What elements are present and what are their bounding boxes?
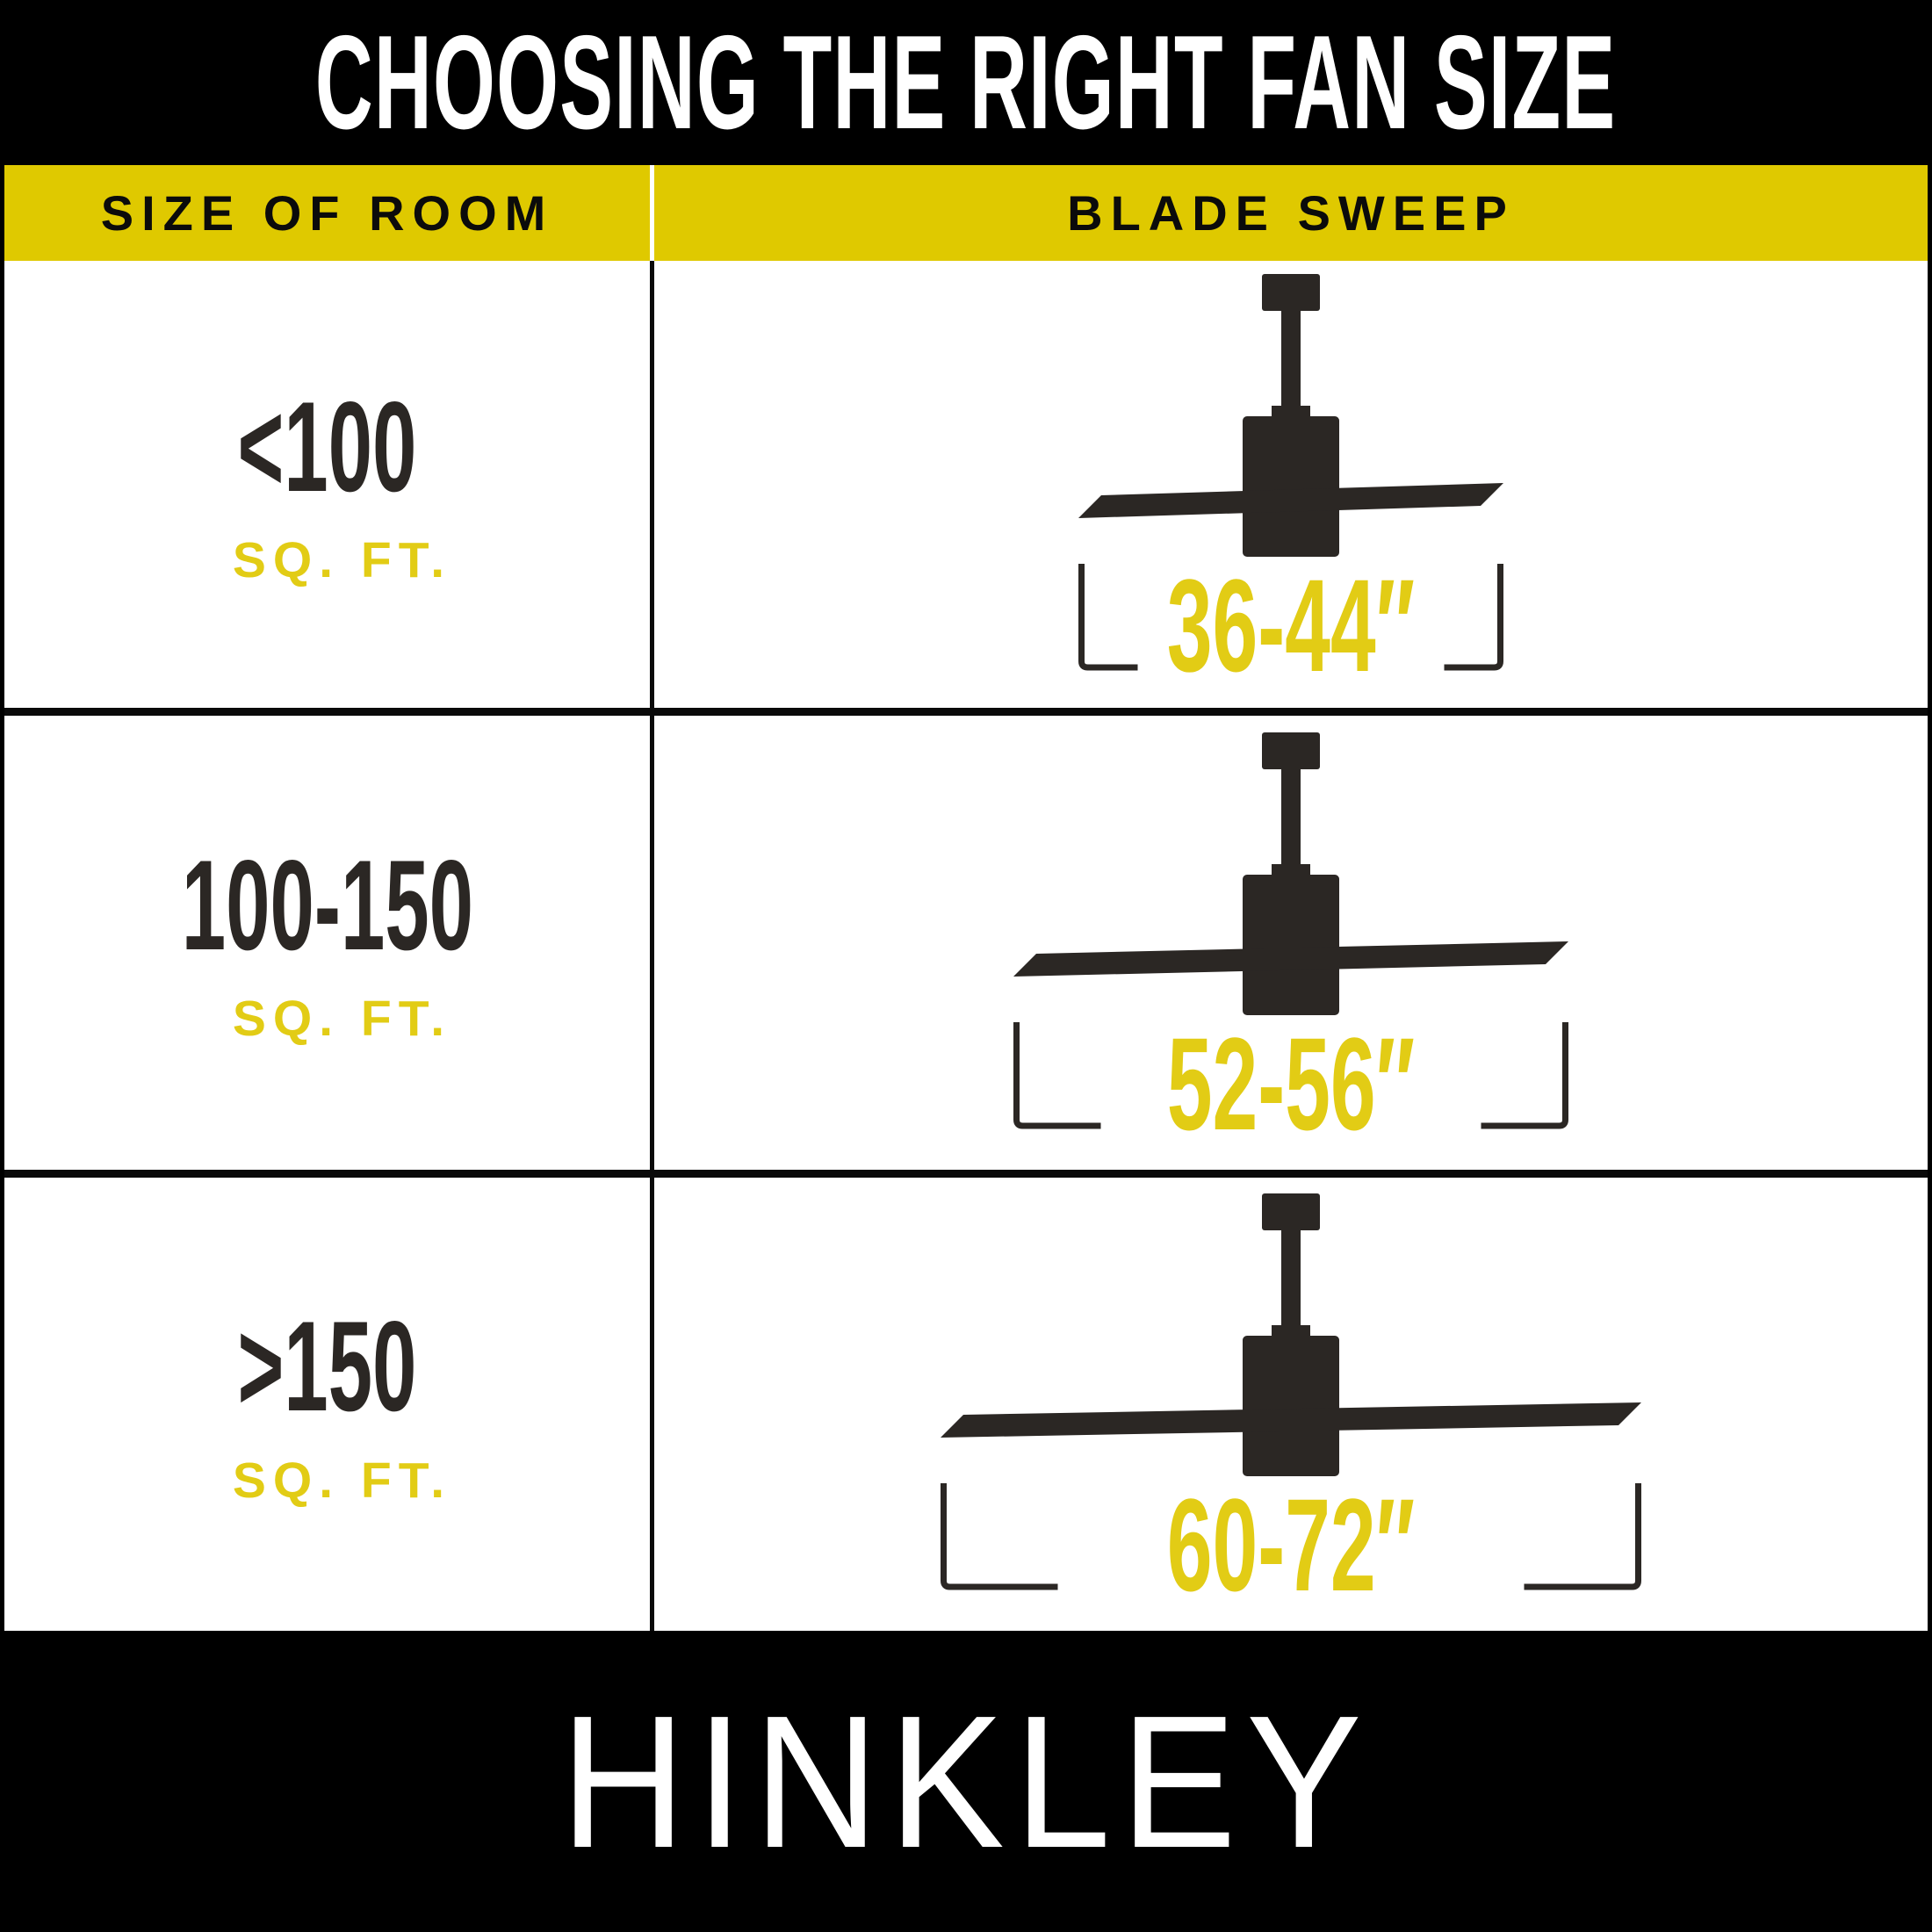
header-cell-size-of-room: SIZE OF ROOM: [4, 165, 654, 261]
ceiling-fan-icon: 52-56″: [1013, 732, 1568, 1154]
measurement-bracket-left: [1013, 1021, 1101, 1128]
ceiling-fan-icon: 60-72″: [941, 1193, 1641, 1615]
table-row: >150 SQ. FT. 60-72″: [4, 1178, 1928, 1631]
fan-canopy-shape: [1262, 732, 1320, 769]
room-size-unit: SQ. FT.: [232, 532, 452, 589]
measurement-bracket-right: [1444, 563, 1503, 670]
fan-downrod-shape: [1281, 1229, 1301, 1329]
title-bar: CHOOSING THE RIGHT FAN SIZE: [0, 0, 1932, 165]
fan-downrod-shape: [1281, 308, 1301, 409]
table-body: <100 SQ. FT. 36-44″ 100-150 SQ. FT. 52-5…: [0, 261, 1932, 1631]
measurement-bracket-right: [1524, 1483, 1641, 1590]
blade-sweep-value: 36-44″: [1167, 552, 1415, 696]
ceiling-fan-icon: 36-44″: [1078, 273, 1503, 696]
room-size-unit: SQ. FT.: [232, 1452, 452, 1509]
blade-sweep-value: 52-56″: [1167, 1011, 1415, 1154]
fan-blades-shape: [941, 1402, 1641, 1438]
room-size-cell: <100 SQ. FT.: [4, 261, 654, 708]
page-title: CHOOSING THE RIGHT FAN SIZE: [315, 8, 1617, 157]
header-cell-blade-sweep: BLADE SWEEP: [654, 165, 1928, 261]
fan-downrod-shape: [1281, 767, 1301, 868]
blade-sweep-cell: 52-56″: [654, 716, 1928, 1170]
fan-blades-shape: [1013, 941, 1568, 977]
blade-sweep-cell: 36-44″: [654, 261, 1928, 708]
brand-footer: HINKLEY: [0, 1631, 1932, 1932]
blade-sweep-cell: 60-72″: [654, 1178, 1928, 1631]
room-size-value: >150: [237, 1294, 417, 1438]
room-size-cell: 100-150 SQ. FT.: [4, 716, 654, 1170]
table-row: <100 SQ. FT. 36-44″: [4, 261, 1928, 708]
fan-motor-shape: [1243, 1336, 1339, 1476]
fan-canopy-shape: [1262, 1193, 1320, 1230]
fan-motor-shape: [1243, 415, 1339, 557]
row-divider: [4, 708, 1928, 716]
fan-blades-shape: [1078, 482, 1503, 518]
table-row: 100-150 SQ. FT. 52-56″: [4, 716, 1928, 1170]
room-size-value: <100: [237, 374, 417, 518]
brand-wordmark: HINKLEY: [560, 1676, 1372, 1887]
measurement-bracket-left: [1078, 563, 1138, 670]
table-header-row: SIZE OF ROOM BLADE SWEEP: [0, 165, 1932, 261]
blade-sweep-value: 60-72″: [1167, 1472, 1415, 1615]
row-divider: [4, 1170, 1928, 1178]
column-header-label: BLADE SWEEP: [1067, 185, 1515, 241]
room-size-value: 100-150: [181, 833, 473, 977]
fan-motor-shape: [1243, 874, 1339, 1015]
room-size-unit: SQ. FT.: [232, 991, 452, 1048]
room-size-cell: >150 SQ. FT.: [4, 1178, 654, 1631]
fan-canopy-shape: [1262, 273, 1320, 311]
column-header-label: SIZE OF ROOM: [100, 185, 554, 241]
measurement-bracket-right: [1481, 1021, 1568, 1128]
measurement-bracket-left: [941, 1483, 1058, 1590]
